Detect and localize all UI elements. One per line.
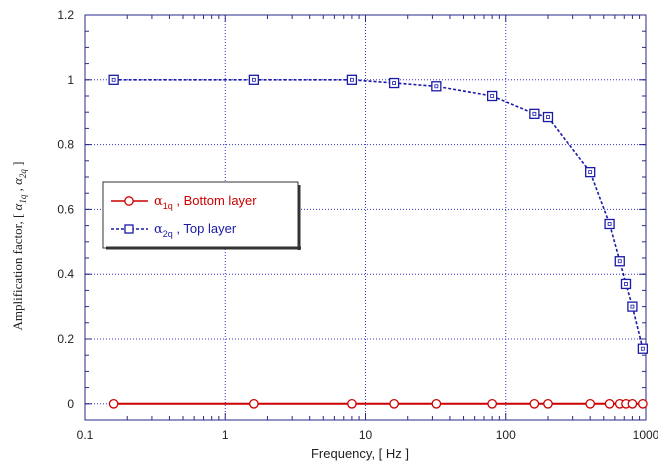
- series-1-point-inner: [617, 259, 622, 264]
- series-0-point: [389, 398, 399, 409]
- series-1-point: [614, 256, 625, 267]
- x-tick-label: 0.1: [77, 428, 94, 442]
- y-tick-label: 0.8: [57, 138, 74, 152]
- series-1-point: [542, 111, 554, 123]
- series-0-point: [249, 398, 259, 409]
- series-1-point: [604, 218, 615, 230]
- x-axis-ticks: 0.1 1 10 100 1000: [77, 15, 658, 442]
- y-tick-label: 0.2: [57, 332, 74, 346]
- series-1-point-inner: [640, 346, 645, 351]
- x-tick-label: 10: [359, 428, 373, 442]
- series-1-point: [487, 90, 498, 102]
- series-0-point: [529, 398, 540, 409]
- series-1-point-inner: [111, 77, 116, 82]
- series-1-point-inner: [251, 77, 256, 82]
- series-1-point-inner: [624, 282, 628, 286]
- y-axis-title-sym1: α: [10, 202, 25, 210]
- y-tick-label: 0.4: [57, 267, 74, 281]
- series-1-point: [346, 74, 358, 85]
- y-tick-label: 1.2: [57, 8, 74, 22]
- legend-bottom-symbol: α: [154, 194, 163, 209]
- y-axis-title-prefix: Amplification factor, [: [10, 210, 25, 330]
- series-1-point: [620, 278, 632, 290]
- legend-box: [102, 181, 299, 249]
- series-0-point: [487, 398, 498, 409]
- series-1-point: [637, 343, 649, 354]
- legend: α1q , Bottom layer α2q , Top layer: [102, 181, 301, 250]
- series-0-point: [543, 398, 553, 409]
- legend-label-bottom: α1q , Bottom layer: [154, 193, 257, 211]
- series-1-point-inner: [434, 84, 439, 89]
- y-axis-ticks: 0 0.2 0.4 0.6 0.8 1 1.2: [57, 8, 646, 421]
- series-1-point: [627, 301, 638, 312]
- y-tick-label: 1: [67, 73, 74, 87]
- legend-marker-bottom: [124, 196, 134, 206]
- series-0-point: [347, 398, 357, 409]
- series-1-point: [108, 74, 119, 85]
- series-layer: [108, 74, 649, 409]
- series-1-point: [431, 81, 442, 92]
- legend-marker-top: [124, 224, 134, 234]
- series-0-point: [108, 398, 119, 409]
- legend-top-symbol: α: [154, 222, 163, 237]
- series-1-point-inner: [546, 115, 550, 119]
- series-1-point-inner: [532, 111, 537, 116]
- x-tick-label: 1000: [633, 428, 658, 442]
- legend-bottom-text: , Bottom layer: [173, 193, 257, 208]
- y-tick-label: 0: [67, 397, 74, 411]
- x-tick-label: 100: [496, 428, 516, 442]
- y-axis-title-sub1: 1q: [18, 194, 28, 204]
- series-1-point: [388, 77, 400, 89]
- legend-top-text: , Top layer: [173, 221, 237, 236]
- series-0-point: [627, 398, 638, 409]
- series-1-point: [585, 166, 596, 178]
- y-axis-title: Amplification factor, [ α1q , α2q ]: [10, 161, 28, 330]
- legend-top-sub: 2q: [163, 229, 173, 239]
- series-1-point: [248, 74, 260, 85]
- x-axis-title: Frequency, [ Hz ]: [311, 446, 409, 461]
- series-1-point-inner: [630, 304, 635, 309]
- series-0-point: [604, 398, 615, 409]
- y-tick-label: 0.6: [57, 202, 74, 216]
- series-1-point-inner: [350, 77, 354, 82]
- series-1-point-inner: [392, 81, 397, 85]
- y-axis-title-sub2: 2q: [18, 169, 28, 179]
- series-0-point: [638, 398, 648, 409]
- series-1-point-inner: [490, 94, 495, 98]
- series-0-point: [431, 398, 442, 409]
- y-axis-title-suffix: ]: [10, 161, 25, 169]
- x-tick-label: 1: [222, 428, 229, 442]
- y-axis-title-sep: ,: [10, 185, 25, 195]
- series-0-point: [585, 398, 596, 409]
- y-axis-title-sym2: α: [10, 177, 25, 185]
- series-1-point-inner: [607, 222, 612, 226]
- legend-label-top: α2q , Top layer: [154, 221, 237, 239]
- legend-bottom-sub: 1q: [163, 201, 173, 211]
- series-1-point: [529, 108, 540, 119]
- plot-frame: [84, 14, 647, 421]
- series-1-point-inner: [588, 170, 593, 175]
